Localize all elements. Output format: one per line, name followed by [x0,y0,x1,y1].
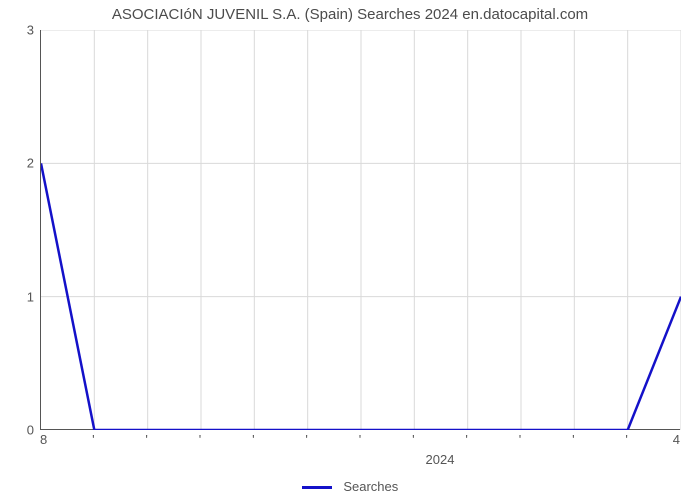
x-minor-tick: ' [305,432,307,447]
y-tick-label: 0 [0,423,34,438]
y-tick-label: 2 [0,156,34,171]
x-minor-tick: ' [252,432,254,447]
legend: Searches [0,479,700,494]
x-minor-tick: ' [145,432,147,447]
x-edge-left-label: 8 [40,432,47,447]
x-minor-tick: ' [625,432,627,447]
plot-area [40,30,680,430]
chart-title: ASOCIACIóN JUVENIL S.A. (Spain) Searches… [0,6,700,23]
x-minor-tick: ' [412,432,414,447]
y-tick-label: 3 [0,23,34,38]
y-tick-label: 1 [0,289,34,304]
x-edge-right-label: 4 [673,432,680,447]
x-minor-tick: ' [92,432,94,447]
x-minor-tick: ' [572,432,574,447]
x-minor-tick: ' [199,432,201,447]
legend-swatch [302,486,332,489]
vertical-gridlines [94,30,681,430]
x-category-label: 2024 [426,452,455,467]
legend-label: Searches [343,479,398,494]
plot-svg [41,30,681,430]
x-minor-tick: ' [359,432,361,447]
x-minor-tick: ' [465,432,467,447]
x-minor-tick: ' [519,432,521,447]
chart-container: ASOCIACIóN JUVENIL S.A. (Spain) Searches… [0,0,700,500]
